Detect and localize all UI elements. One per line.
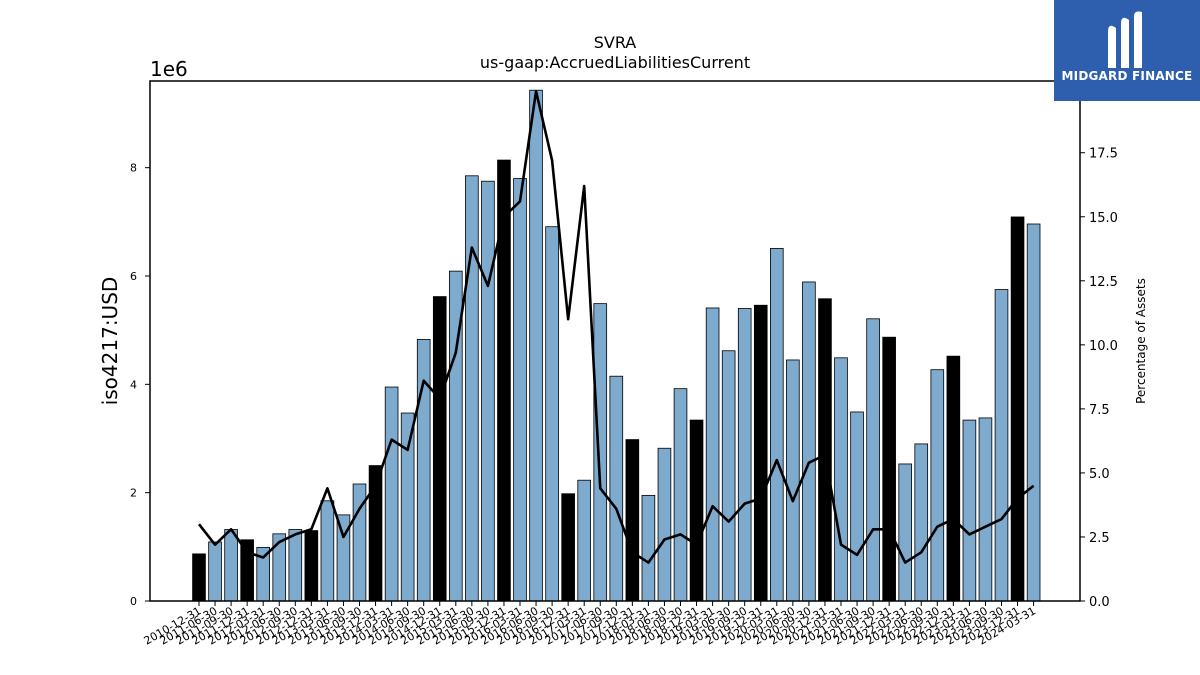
bar-2014-12-31 [432, 296, 447, 602]
bar-2023-12-31 [1010, 216, 1025, 602]
y2-tick-label: 12.5 [1089, 275, 1118, 290]
logo-mark-icon [1108, 11, 1142, 68]
bar-2021-06-30 [850, 411, 864, 602]
bar-2014-06-30 [400, 412, 415, 602]
y-tick-label: 6 [130, 270, 137, 283]
bar-2018-09-30 [673, 388, 688, 602]
line-series [197, 89, 1035, 564]
bar-2023-06-30 [978, 417, 993, 602]
bar-2016-12-31 [561, 493, 575, 602]
bar-2021-03-31 [834, 357, 848, 602]
bar-2010-12-31 [192, 553, 206, 602]
bar-2023-09-30 [994, 289, 1009, 602]
bar-2024-03-31 [1026, 223, 1041, 602]
bar-2017-09-30 [609, 375, 624, 602]
bar-2017-03-31 [577, 479, 591, 602]
y2-tick-label: 7.5 [1089, 403, 1110, 418]
y2-tick-label: 10.0 [1089, 339, 1118, 354]
bar-2016-09-30 [545, 226, 559, 602]
y-tick-label: 4 [130, 378, 137, 391]
chart-title: SVRA [594, 33, 637, 52]
bar-2022-12-31 [946, 355, 961, 602]
brand-logo: MIDGARD FINANCE [1054, 0, 1200, 101]
bar-2011-12-31 [240, 539, 254, 602]
y-tick-label: 2 [130, 487, 137, 500]
bar-2014-03-31 [384, 386, 399, 602]
y-axis-label: iso4217:USD [98, 277, 122, 406]
y-axis-offset-label: 1e6 [150, 57, 188, 81]
bar-2017-12-31 [625, 439, 640, 602]
bar-2021-12-31 [882, 336, 896, 602]
bar-series [192, 89, 1041, 602]
y2-tick-label: 5.0 [1089, 467, 1110, 482]
logo-text: MIDGARD FINANCE [1061, 69, 1193, 83]
chart-subtitle: us-gaap:AccruedLiabilitiesCurrent [480, 53, 750, 72]
bar-2020-12-31 [818, 298, 832, 602]
bar-2022-06-30 [914, 443, 929, 602]
bar-2012-09-30 [288, 529, 303, 602]
bar-2021-09-30 [866, 318, 880, 602]
bar-2022-03-31 [898, 463, 912, 602]
bar-2017-06-30 [593, 303, 608, 602]
bar-2022-09-30 [930, 369, 945, 602]
bar-2019-03-31 [705, 307, 720, 602]
y2-tick-label: 0.0 [1089, 595, 1110, 610]
bar-2020-03-31 [770, 247, 784, 602]
bar-2011-09-30 [224, 529, 238, 602]
y2-axis-label: Percentage of Assets [1134, 278, 1148, 404]
y-tick-label: 8 [130, 162, 137, 175]
bar-2019-12-31 [753, 304, 768, 602]
bar-2015-12-31 [497, 159, 511, 602]
bar-2014-09-30 [416, 338, 431, 602]
y2-tick-label: 15.0 [1089, 211, 1118, 226]
bar-2011-06-30 [208, 541, 222, 602]
bar-2012-12-31 [304, 530, 319, 602]
bar-2020-09-30 [802, 281, 816, 602]
bar-2019-06-30 [721, 350, 736, 602]
plot-frame [149, 80, 1081, 602]
bar-2019-09-30 [737, 308, 752, 602]
bar-2012-06-30 [272, 533, 287, 602]
bar-2018-12-31 [689, 419, 704, 602]
bar-2018-03-31 [641, 494, 656, 602]
bar-2013-03-31 [320, 500, 335, 602]
bar-2023-03-31 [962, 419, 977, 602]
bar-2015-09-30 [481, 180, 495, 602]
y-tick-label: 0 [130, 595, 137, 608]
percentage-line [197, 89, 1035, 564]
bar-2016-03-31 [513, 178, 527, 602]
bar-2015-06-30 [465, 175, 479, 602]
bar-2016-06-30 [529, 89, 543, 602]
y2-tick-label: 2.5 [1089, 531, 1110, 546]
bar-2018-06-30 [657, 447, 672, 602]
y2-tick-label: 17.5 [1089, 147, 1118, 162]
bar-2020-06-30 [786, 359, 800, 602]
